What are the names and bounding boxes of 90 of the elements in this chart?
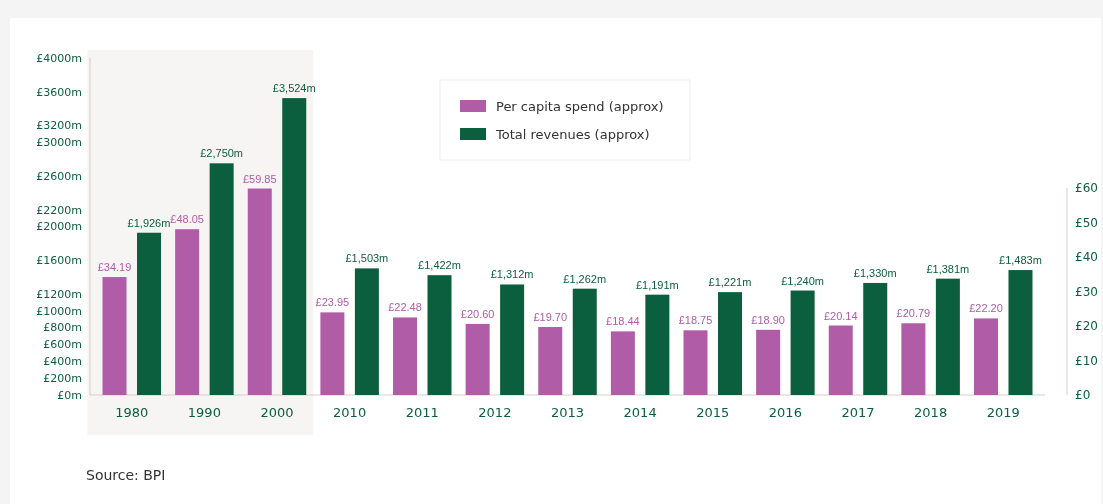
- bar: [500, 284, 525, 395]
- data-label: £1,926m: [127, 216, 171, 229]
- data-label: £1,191m: [635, 278, 679, 291]
- y-tick-label: £4000m: [36, 51, 82, 65]
- data-label: £1,503m: [345, 252, 389, 265]
- y2-tick-label: £10: [1075, 353, 1098, 368]
- data-label: £34.19: [97, 261, 132, 274]
- bar: [756, 329, 781, 395]
- data-label: £20.60: [460, 307, 495, 320]
- data-label: £3,524m: [272, 82, 316, 95]
- data-label: £1,381m: [926, 262, 970, 275]
- data-label: £1,312m: [490, 268, 534, 281]
- bar: [465, 323, 490, 395]
- data-label: £1,262m: [563, 272, 607, 285]
- data-label: £18.90: [751, 313, 785, 326]
- x-tick-label: 2016: [768, 405, 802, 420]
- data-label: £20.14: [823, 309, 858, 322]
- y-tick-label: £600m: [43, 338, 82, 352]
- bar: [282, 98, 307, 395]
- x-tick-label: 2015: [696, 405, 730, 420]
- y2-tick-label: £40: [1075, 250, 1098, 265]
- x-tick-label: 2017: [841, 405, 875, 420]
- y2-tick-label: £30: [1075, 284, 1098, 299]
- x-tick-label: 2014: [623, 405, 657, 420]
- x-tick-label: 2010: [333, 405, 367, 420]
- y-tick-label: £3000m: [36, 136, 82, 150]
- data-label: £22.20: [969, 302, 1003, 315]
- bar: [645, 294, 670, 395]
- data-label: £1,483m: [999, 254, 1042, 267]
- bar: [354, 268, 379, 395]
- data-label: £18.75: [678, 314, 713, 327]
- y-tick-label: £2600m: [36, 169, 82, 183]
- bar: [683, 330, 708, 395]
- bar: [863, 282, 888, 395]
- y-tick-label: £1000m: [36, 304, 82, 318]
- data-label: £20.79: [896, 307, 931, 320]
- x-tick-label: 1980: [115, 405, 149, 420]
- data-label: £1,240m: [781, 274, 825, 287]
- x-tick-label: 2013: [550, 405, 585, 420]
- bar: [393, 317, 418, 395]
- legend-label: Total revenues (approx): [495, 126, 650, 142]
- data-label: £1,330m: [853, 266, 897, 279]
- y-tick-label: £1600m: [36, 254, 82, 268]
- data-label: £48.05: [170, 213, 204, 226]
- y-tick-label: £0m: [57, 388, 82, 402]
- data-label: £1,221m: [708, 276, 752, 289]
- x-tick-label: 2000: [260, 405, 294, 420]
- x-tick-label: 2019: [986, 405, 1020, 420]
- bar: [572, 288, 597, 395]
- y2-tick-label: £50: [1075, 215, 1098, 230]
- x-tick-label: 2012: [478, 405, 512, 420]
- y-tick-label: £200m: [43, 372, 82, 385]
- source-note: Source: BPI: [86, 467, 166, 483]
- data-label: £22.48: [388, 301, 422, 314]
- data-label: £18.44: [606, 315, 640, 328]
- x-tick-label: 1990: [187, 405, 221, 420]
- bar: [247, 188, 272, 395]
- bar: [1008, 270, 1033, 395]
- data-label: £2,750m: [200, 147, 244, 160]
- y-tick-label: £800m: [43, 321, 82, 335]
- data-label: £59.85: [242, 172, 277, 185]
- bar: [175, 229, 200, 395]
- bar: [538, 327, 563, 395]
- x-tick-label: 2018: [914, 405, 948, 420]
- x-tick-label: 2011: [405, 405, 439, 420]
- bar: [137, 232, 162, 395]
- bar: [320, 312, 345, 395]
- bar: [102, 277, 127, 395]
- data-label: £1,422m: [418, 259, 461, 272]
- bar: [901, 323, 926, 395]
- y2-tick-label: £60: [1075, 181, 1098, 196]
- y-tick-label: £2200m: [36, 203, 82, 217]
- y-tick-label: £1200m: [36, 287, 82, 301]
- y-tick-label: £400m: [43, 355, 82, 369]
- data-label: £23.95: [315, 296, 350, 309]
- data-label: £19.70: [533, 311, 568, 324]
- bar: [935, 278, 960, 395]
- bar: [973, 318, 998, 395]
- bar: [209, 163, 234, 395]
- bar: [718, 292, 742, 395]
- bar: [790, 290, 815, 395]
- bar: [610, 331, 635, 395]
- y2-tick-label: £20: [1075, 319, 1098, 334]
- legend-label: Per capita spend (approx): [496, 98, 664, 114]
- y-tick-label: £3200m: [36, 119, 82, 133]
- y-tick-label: £2000m: [36, 220, 82, 234]
- bar: [828, 325, 853, 395]
- y2-tick-label: £0: [1075, 388, 1091, 403]
- y-tick-label: £3600m: [36, 85, 82, 99]
- bar: [427, 275, 452, 395]
